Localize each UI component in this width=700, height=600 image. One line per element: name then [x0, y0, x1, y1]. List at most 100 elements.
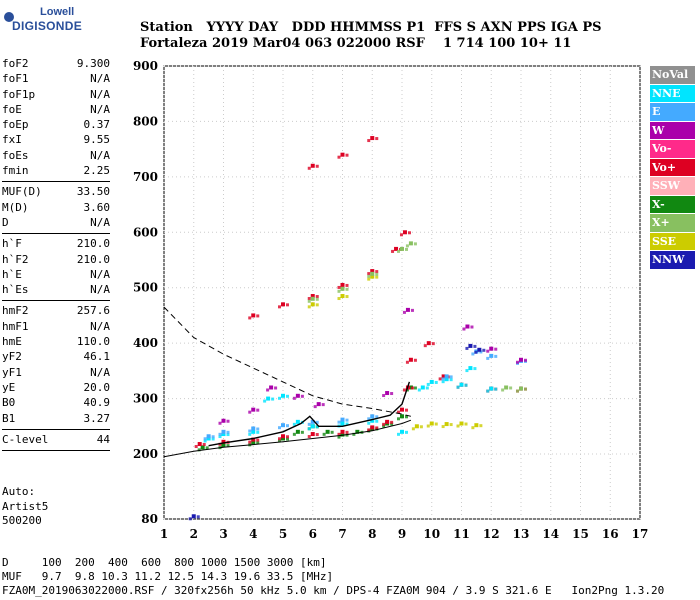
- x-tick-label: 10: [423, 527, 440, 541]
- data-point: [375, 272, 379, 276]
- data-point: [405, 430, 408, 434]
- legend-item-nne: NNE: [650, 84, 695, 102]
- data-point: [345, 153, 349, 157]
- data-point: [196, 515, 200, 519]
- digisonde-logo: Lowell DIGISONDE: [4, 6, 82, 36]
- data-point: [281, 302, 285, 307]
- param-name: yF2: [2, 350, 22, 364]
- param-row: D N/A: [2, 216, 110, 231]
- y-tick-label: 600: [133, 225, 158, 239]
- data-point: [367, 277, 371, 281]
- param-value: 20.0: [83, 380, 111, 394]
- separator: [2, 450, 110, 452]
- param-value: 210.0: [76, 237, 110, 251]
- data-point: [281, 436, 285, 441]
- param-value: N/A: [90, 319, 110, 333]
- data-point: [337, 289, 341, 293]
- data-point: [449, 423, 453, 427]
- autoscaled-trace-line: [208, 381, 411, 447]
- data-point: [434, 380, 438, 384]
- param-row: foEs N/A: [2, 149, 110, 164]
- data-point: [325, 429, 330, 434]
- x-tick-label: 4: [249, 527, 257, 541]
- data-point: [337, 432, 341, 436]
- data-point: [524, 358, 527, 362]
- param-value: 3.60: [83, 200, 111, 214]
- data-point: [286, 435, 289, 439]
- auto-line: Artist5: [2, 499, 49, 513]
- data-point: [397, 410, 400, 414]
- param-row: foEp 0.37: [2, 118, 110, 133]
- data-point: [367, 274, 371, 278]
- data-point: [310, 302, 315, 307]
- data-point: [441, 380, 445, 384]
- data-point: [315, 425, 319, 429]
- data-point: [203, 439, 207, 443]
- data-point: [479, 350, 483, 354]
- data-point: [307, 299, 311, 303]
- x-tick-label: 12: [483, 527, 500, 541]
- data-point: [188, 517, 192, 521]
- data-point: [295, 393, 300, 398]
- data-point: [516, 389, 519, 393]
- data-point: [345, 283, 349, 287]
- param-row: h`F 210.0: [2, 237, 110, 252]
- data-point: [337, 285, 341, 289]
- y-tick-label: 80: [141, 512, 158, 526]
- param-name: h`E: [2, 267, 22, 281]
- data-point: [407, 231, 411, 235]
- data-point: [194, 445, 198, 449]
- x-tick-label: 7: [338, 527, 346, 541]
- param-row: B1 3.27: [2, 412, 110, 427]
- param-name: C-level: [2, 432, 49, 446]
- plot-frame: [163, 65, 641, 520]
- data-point: [321, 403, 325, 407]
- x-tick-label: 15: [572, 527, 589, 541]
- data-point: [482, 348, 486, 352]
- data-point: [473, 367, 477, 371]
- data-point: [315, 420, 319, 424]
- param-row: MUF(D) 33.50: [2, 185, 110, 200]
- data-point: [408, 357, 413, 362]
- param-row: foF1 N/A: [2, 72, 110, 87]
- x-tick-label: 5: [279, 527, 287, 541]
- param-name: foE: [2, 102, 22, 116]
- data-point: [494, 347, 498, 351]
- data-point: [307, 435, 311, 439]
- data-point: [370, 274, 375, 279]
- data-point: [519, 357, 523, 362]
- param-name: foEp: [2, 118, 29, 132]
- data-point: [367, 428, 371, 432]
- data-point: [464, 383, 468, 387]
- data-point: [278, 305, 281, 309]
- legend-item-noval: NoVal: [650, 66, 695, 84]
- data-point: [426, 382, 430, 386]
- data-point: [266, 396, 271, 401]
- param-name: h`Es: [2, 283, 29, 297]
- param-value: N/A: [90, 365, 110, 379]
- data-point: [221, 432, 226, 437]
- data-point: [251, 437, 256, 442]
- data-point: [449, 375, 453, 379]
- data-point: [385, 419, 390, 424]
- data-point: [385, 391, 390, 396]
- param-row: foF1p N/A: [2, 88, 110, 103]
- header-labels: Station YYYY DAY DDD HHMMSS P1 FFS S AXN…: [140, 20, 602, 35]
- data-point: [345, 418, 349, 422]
- data-point: [307, 166, 311, 170]
- data-point: [382, 422, 386, 426]
- data-point: [410, 308, 414, 312]
- x-tick-label: 16: [602, 527, 619, 541]
- data-point: [206, 436, 211, 441]
- data-point: [370, 271, 375, 276]
- param-value: 257.6: [76, 304, 110, 318]
- data-point: [402, 230, 407, 235]
- data-point: [286, 394, 289, 398]
- x-tick-label: 14: [542, 527, 559, 541]
- y-tick-label: 700: [133, 170, 158, 184]
- data-point: [438, 377, 442, 381]
- param-name: B0: [2, 396, 16, 410]
- param-value: N/A: [90, 87, 110, 101]
- data-point: [367, 272, 371, 276]
